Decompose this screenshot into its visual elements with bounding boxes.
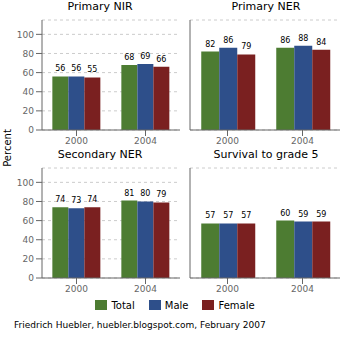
svg-text:80: 80 (23, 197, 35, 207)
svg-text:20: 20 (23, 106, 35, 116)
svg-text:80: 80 (23, 49, 35, 59)
svg-text:2000: 2000 (216, 136, 239, 146)
svg-text:74: 74 (55, 195, 65, 204)
svg-text:100: 100 (17, 30, 34, 40)
svg-text:66: 66 (156, 55, 166, 64)
svg-text:80: 80 (140, 189, 150, 198)
svg-text:56: 56 (55, 64, 65, 73)
svg-text:74: 74 (87, 195, 97, 204)
svg-text:82: 82 (205, 40, 215, 49)
svg-text:59: 59 (298, 210, 308, 219)
svg-text:57: 57 (241, 211, 251, 220)
svg-text:69: 69 (140, 52, 150, 61)
html-text:Percent: Percent (1, 129, 13, 167)
svg-text:84: 84 (316, 38, 326, 47)
svg-text:68: 68 (124, 53, 134, 62)
svg-text:86: 86 (280, 36, 290, 45)
html-text:Primary NER: Primary NER (231, 0, 301, 13)
svg-text:40: 40 (23, 87, 35, 97)
svg-text:2004: 2004 (134, 136, 157, 146)
svg-text:2000: 2000 (65, 136, 88, 146)
svg-text:56: 56 (71, 64, 81, 73)
svg-text:86: 86 (223, 36, 233, 45)
svg-text:79: 79 (241, 42, 251, 51)
html-text:Friedrich Huebler, huebler.blo: Friedrich Huebler, huebler.blogspot.com,… (14, 320, 266, 330)
svg-text:40: 40 (23, 235, 35, 245)
svg-text:60: 60 (280, 209, 290, 218)
html-text:Survival to grade 5: Survival to grade 5 (213, 148, 319, 161)
svg-text:88: 88 (298, 34, 308, 43)
svg-text:55: 55 (87, 65, 97, 74)
html-text:Secondary NER: Secondary NER (57, 148, 143, 161)
svg-text:59: 59 (316, 210, 326, 219)
svg-text:20: 20 (23, 254, 35, 264)
svg-text:0: 0 (28, 273, 34, 283)
html-text:Female: Female (218, 299, 255, 311)
svg-text:2004: 2004 (291, 136, 314, 146)
svg-text:60: 60 (23, 216, 35, 226)
html-text:Primary NIR: Primary NIR (67, 0, 133, 13)
svg-text:100: 100 (17, 178, 34, 188)
svg-text:2004: 2004 (291, 284, 314, 294)
svg-text:60: 60 (23, 68, 35, 78)
svg-text:0: 0 (28, 125, 34, 135)
svg-text:79: 79 (156, 190, 166, 199)
svg-text:73: 73 (71, 196, 81, 205)
html-text:Total: Total (111, 299, 135, 311)
svg-text:57: 57 (205, 211, 215, 220)
svg-text:81: 81 (124, 189, 134, 198)
svg-text:57: 57 (223, 211, 233, 220)
svg-text:2004: 2004 (134, 284, 157, 294)
html-text:Male: Male (164, 299, 189, 311)
svg-text:2000: 2000 (65, 284, 88, 294)
svg-text:2000: 2000 (216, 284, 239, 294)
